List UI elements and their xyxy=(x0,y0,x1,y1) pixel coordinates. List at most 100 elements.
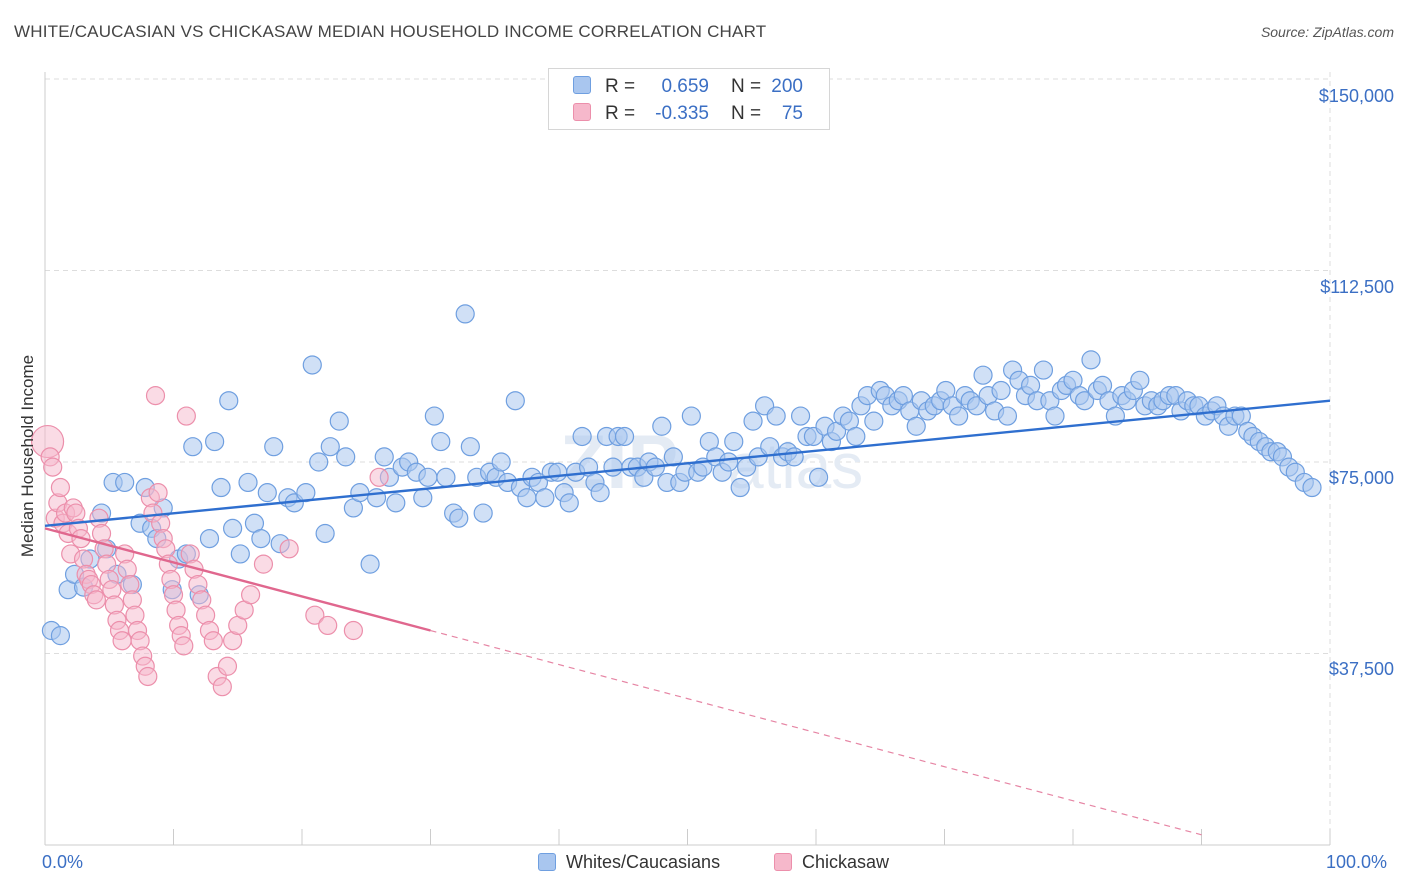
whites-point xyxy=(1081,350,1101,370)
whites-point xyxy=(846,426,866,447)
axes: ZIPatlas xyxy=(44,72,1331,846)
whites-point xyxy=(949,406,969,426)
whites-point xyxy=(766,406,786,426)
whites-point xyxy=(374,447,394,467)
chickasaw-point xyxy=(86,590,107,610)
legend-label-whites: Whites/Caucasians xyxy=(566,852,721,872)
whites-legend-swatch xyxy=(538,853,556,871)
r-label: R = xyxy=(605,76,636,97)
whites-point xyxy=(743,411,763,431)
whites-point xyxy=(436,467,456,487)
whites-point xyxy=(473,503,493,523)
y-tick-label-75000: $75,000 xyxy=(1328,468,1394,488)
source-label: Source: ZipAtlas.com xyxy=(1260,24,1394,40)
whites-point xyxy=(211,477,231,498)
whites-point xyxy=(431,431,451,452)
y-axis-title: Median Household Income xyxy=(18,354,37,558)
whites-point xyxy=(320,437,340,457)
n-label: N = xyxy=(731,76,762,97)
whites-point xyxy=(559,493,579,513)
chickasaw-point xyxy=(148,483,168,503)
whites-point xyxy=(230,544,250,564)
whites-point xyxy=(257,483,277,503)
whites-point xyxy=(790,406,811,426)
legend-item-whites[interactable]: Whites/Caucasians xyxy=(538,852,720,873)
whites-point xyxy=(205,431,225,452)
whites-trend-line xyxy=(44,399,1331,528)
r-value: -0.335 xyxy=(655,103,709,124)
chickasaw-point xyxy=(145,386,166,406)
whites-point xyxy=(238,472,258,493)
whites-point xyxy=(413,488,433,508)
stats-legend: R = 0.659 N = 200 R = -0.335 N = 75 xyxy=(548,68,830,130)
legend-label-chickasaw: Chickasaw xyxy=(802,852,890,872)
whites-point xyxy=(302,355,322,375)
stats-row-chickasaw: R = -0.335 N = 75 xyxy=(549,100,829,126)
whites-point xyxy=(535,488,555,508)
whites-point xyxy=(572,426,592,447)
whites-point xyxy=(864,411,884,431)
chart-title: WHITE/CAUCASIAN VS CHICKASAW MEDIAN HOUS… xyxy=(14,22,767,41)
whites-point xyxy=(418,467,438,487)
whites-point xyxy=(505,391,525,411)
x-max-label: 100.0% xyxy=(1326,852,1388,872)
whites-point xyxy=(386,493,406,513)
n-label: N = xyxy=(731,103,762,124)
whites-point xyxy=(590,483,610,503)
whites-point xyxy=(1130,370,1150,390)
whites-point xyxy=(973,365,993,385)
whites-point xyxy=(1302,477,1322,498)
chickasaw-point xyxy=(50,477,71,498)
whites-point xyxy=(329,411,349,431)
whites-point xyxy=(1074,391,1095,411)
chickasaw-point xyxy=(279,539,299,559)
legend-item-chickasaw[interactable]: Chickasaw xyxy=(774,852,889,873)
x-min-label: 0.0% xyxy=(42,852,84,872)
whites-point xyxy=(808,467,829,487)
whites-point xyxy=(991,380,1011,401)
whites-point xyxy=(264,437,284,457)
whites-point xyxy=(1033,360,1054,380)
whites-point xyxy=(115,472,135,493)
chickasaw-point xyxy=(253,554,274,574)
whites-point xyxy=(603,457,623,477)
chickasaw-point xyxy=(369,467,389,487)
y-tick-label-37500: $37,500 xyxy=(1328,659,1394,679)
chickasaw-trend-line xyxy=(44,527,431,632)
chickasaw-point xyxy=(43,457,63,477)
whites-point xyxy=(219,391,239,411)
whites-point xyxy=(614,426,635,447)
y-tick-label-150000: $150,000 xyxy=(1318,86,1394,106)
whites-point xyxy=(517,488,537,508)
stats-row-whites: R = 0.659 N = 200 xyxy=(549,73,829,99)
whites-point xyxy=(315,523,335,544)
chickasaw-point xyxy=(174,636,194,656)
series-whites-points xyxy=(41,304,1322,646)
whites-point xyxy=(350,483,370,503)
whites-point xyxy=(1045,406,1065,426)
trend-lines xyxy=(430,629,1202,836)
grid-lines xyxy=(45,72,1331,845)
n-value: 200 xyxy=(771,76,803,97)
chickasaw-point xyxy=(241,585,261,605)
whites-point xyxy=(50,626,71,646)
whites-point xyxy=(460,437,480,457)
chickasaw-trend-extension xyxy=(430,629,1202,836)
whites-point xyxy=(183,437,203,457)
chickasaw-point xyxy=(203,631,223,651)
chickasaw-point xyxy=(343,620,363,641)
chickasaw-legend-swatch xyxy=(774,853,792,871)
whites-point xyxy=(360,554,380,574)
whites-point xyxy=(548,462,568,482)
whites-swatch xyxy=(573,76,591,94)
whites-point xyxy=(455,304,475,324)
whites-point xyxy=(251,528,271,549)
whites-point xyxy=(719,452,739,472)
chickasaw-point xyxy=(305,605,325,625)
whites-point xyxy=(681,406,701,426)
y-tick-label-112500: $112,500 xyxy=(1320,277,1394,297)
chickasaw-swatch xyxy=(573,103,591,121)
whites-point xyxy=(366,488,387,508)
whites-point xyxy=(449,508,469,528)
